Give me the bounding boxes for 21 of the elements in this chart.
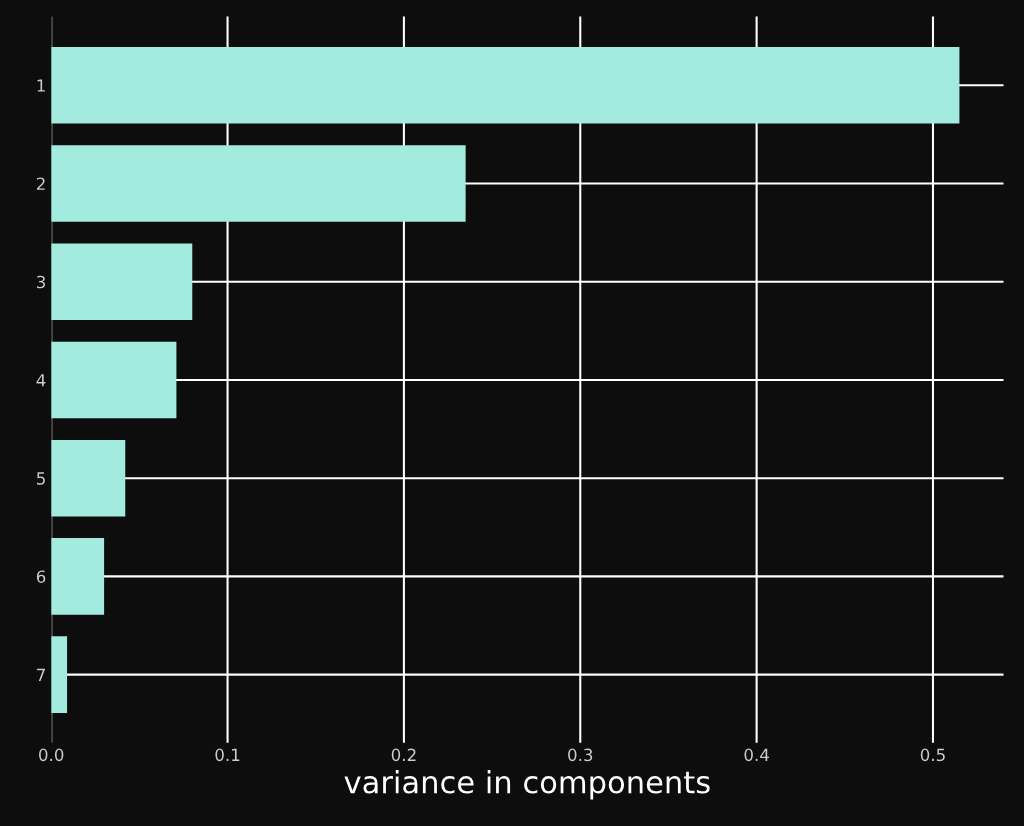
bar <box>51 636 68 713</box>
bar <box>51 145 466 222</box>
x-tick-label: 0.3 <box>568 748 593 762</box>
y-tick-label: 2 <box>36 177 45 190</box>
x-axis-title: variance in components <box>344 769 710 800</box>
bar <box>51 243 193 321</box>
y-tick-label: 3 <box>37 275 45 289</box>
bar <box>51 341 177 419</box>
x-tick-label: 0.2 <box>391 748 416 762</box>
y-tick-label: 1 <box>37 79 45 92</box>
bar <box>51 439 126 517</box>
x-tick-label: 0.0 <box>39 748 64 762</box>
x-tick-label: 0.1 <box>215 748 240 762</box>
y-tick-label: 7 <box>37 668 45 681</box>
bar <box>51 538 105 615</box>
bar <box>51 46 960 124</box>
y-tick-label: 4 <box>36 374 46 387</box>
x-tick-label: 0.4 <box>744 748 769 762</box>
x-tick-label: 0.5 <box>920 748 945 762</box>
y-tick-label: 5 <box>37 472 45 485</box>
y-tick-label: 6 <box>36 570 46 583</box>
